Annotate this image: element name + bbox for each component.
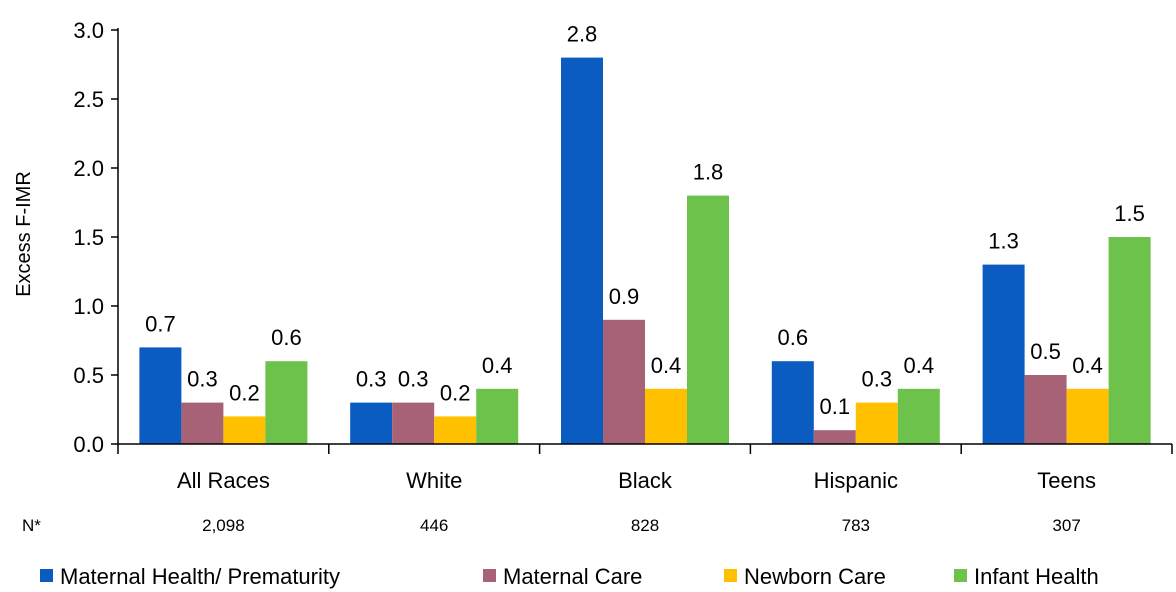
data-label: 0.4: [1072, 353, 1103, 378]
data-label: 0.2: [440, 380, 471, 405]
legend: Maternal Health/ Prematurity Maternal Car…: [40, 564, 1099, 589]
n-value: 2,098: [202, 516, 245, 535]
bar: [561, 57, 603, 444]
data-label: 2.8: [567, 22, 598, 47]
bar: [982, 264, 1025, 444]
x-category-label: All Races: [177, 468, 270, 493]
bar: [813, 430, 856, 444]
bar: [392, 402, 435, 444]
n-row-label: N*: [22, 516, 41, 535]
legend-label: Maternal Care: [503, 564, 642, 589]
bar: [897, 388, 940, 444]
legend-item: Newborn Care: [724, 564, 886, 589]
legend-label: Maternal Health/ Prematurity: [60, 564, 340, 589]
y-axis-label: Excess F-IMR: [13, 171, 35, 297]
bar: [350, 402, 393, 444]
x-category-label: White: [406, 468, 462, 493]
bar: [855, 402, 898, 444]
bar: [223, 416, 266, 444]
bar: [1066, 388, 1109, 444]
data-label: 0.4: [482, 353, 513, 378]
y-tick-label: 3.0: [73, 18, 104, 43]
data-label: 1.5: [1114, 201, 1145, 226]
data-label: 0.9: [609, 284, 640, 309]
legend-item: Maternal Care: [483, 564, 642, 589]
bar: [1108, 237, 1151, 444]
bar: [139, 347, 182, 444]
data-label: 0.1: [820, 394, 851, 419]
bar: [434, 416, 477, 444]
bar: [687, 195, 729, 444]
legend-item: Maternal Health/ Prematurity: [40, 564, 340, 589]
n-value: 446: [420, 516, 448, 535]
bar: [181, 402, 224, 444]
legend-swatch: [954, 569, 967, 582]
bar: [645, 388, 687, 444]
bar: [265, 361, 308, 444]
data-label: 0.3: [398, 367, 429, 392]
x-category-label: Hispanic: [814, 468, 898, 493]
y-tick-label: 1.0: [73, 294, 104, 319]
y-tick-label: 0.0: [73, 432, 104, 457]
data-label: 0.2: [229, 380, 260, 405]
data-label: 0.7: [145, 311, 176, 336]
x-category-label: Teens: [1037, 468, 1096, 493]
data-label: 0.4: [904, 353, 935, 378]
x-category-label: Black: [618, 468, 673, 493]
bar: [1024, 375, 1067, 444]
n-value: 783: [842, 516, 870, 535]
data-label: 0.3: [187, 367, 218, 392]
n-value: 828: [631, 516, 659, 535]
data-label: 0.6: [778, 325, 809, 350]
data-label: 0.5: [1030, 339, 1061, 364]
data-label: 1.3: [988, 229, 1019, 254]
y-tick-label: 2.5: [73, 87, 104, 112]
data-label: 1.8: [693, 160, 724, 185]
bar: [771, 361, 814, 444]
legend-swatch: [483, 569, 496, 582]
legend-swatch: [724, 569, 737, 582]
bar: [476, 388, 519, 444]
bar: [603, 319, 645, 444]
y-tick-label: 0.5: [73, 363, 104, 388]
n-value: 307: [1052, 516, 1080, 535]
data-label: 0.4: [651, 353, 682, 378]
legend-label: Newborn Care: [744, 564, 886, 589]
y-tick-label: 2.0: [73, 156, 104, 181]
legend-item: Infant Health: [954, 564, 1099, 589]
legend-label: Infant Health: [974, 564, 1099, 589]
legend-swatch: [40, 569, 53, 582]
data-label: 0.3: [862, 367, 893, 392]
data-label: 0.3: [356, 367, 387, 392]
data-label: 0.6: [271, 325, 302, 350]
y-tick-label: 1.5: [73, 225, 104, 250]
